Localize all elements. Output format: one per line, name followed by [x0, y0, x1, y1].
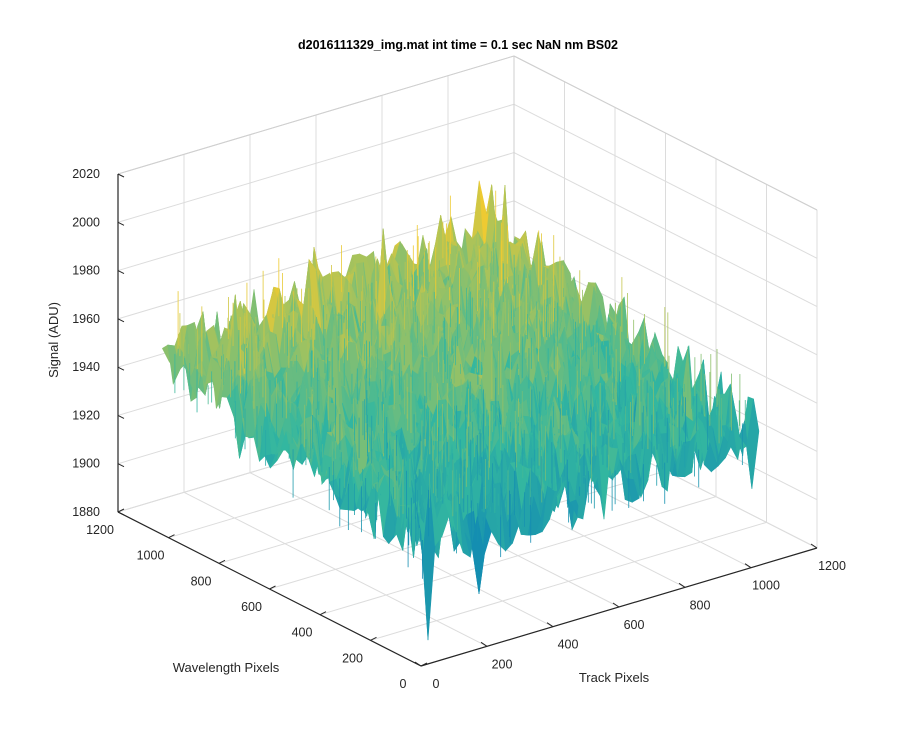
z-tick-label: 1900 — [72, 457, 100, 471]
z-tick — [117, 270, 125, 275]
z-tick — [117, 414, 125, 419]
y-tick — [168, 534, 175, 539]
box-edge — [117, 55, 515, 175]
tick-labels: 0 200 400 600 800 1000 1200 0 200 400 600 800 1000 12… — [72, 167, 846, 691]
x-axis-label: Track Pixels — [579, 670, 650, 685]
box-edge — [513, 55, 818, 211]
z-tick-label: 1960 — [72, 312, 100, 326]
y-tick — [420, 662, 428, 667]
grid-sidewall-z — [513, 103, 818, 259]
y-tick-label: 600 — [241, 600, 262, 614]
x-tick-label: 600 — [624, 618, 645, 632]
grid-backwall-z — [117, 152, 515, 272]
x-tick — [414, 661, 422, 667]
x-tick-label: 400 — [558, 638, 579, 652]
z-tick-label: 1940 — [72, 360, 100, 374]
z-tick — [117, 221, 125, 226]
axis-lines — [117, 173, 818, 667]
z-tick — [117, 173, 125, 178]
x-tick — [744, 563, 752, 569]
y-tick-label: 800 — [191, 574, 212, 588]
grid-sidewall-z — [513, 200, 818, 356]
y-tick-label: 400 — [292, 626, 313, 640]
z-tick — [117, 366, 125, 371]
y-tick — [319, 611, 327, 616]
x-tick — [480, 641, 488, 647]
x-tick-label: 200 — [492, 657, 513, 671]
x-tick-label: 1000 — [752, 579, 780, 593]
z-tick-label: 1920 — [72, 408, 100, 422]
grid-sidewall-z — [513, 152, 818, 308]
grid-floor-y — [370, 521, 767, 641]
grid-floor-y — [319, 496, 717, 616]
y-tick — [370, 636, 377, 641]
y-tick — [269, 585, 276, 590]
x-tick-label: 0 — [433, 677, 440, 691]
x-tick-label: 1200 — [818, 559, 846, 573]
z-axis-label: Signal (ADU) — [46, 302, 61, 378]
chart-title: d2016111329_img.mat int time = 0.1 sec N… — [298, 38, 618, 52]
y-axis-label: Wavelength Pixels — [173, 660, 280, 675]
x-tick — [612, 602, 620, 608]
z-tick — [117, 463, 125, 468]
x-tick-label: 800 — [690, 598, 711, 612]
z-tick — [117, 318, 125, 323]
x-tick — [546, 622, 554, 628]
surface-mesh — [162, 180, 760, 641]
z-tick-label: 1980 — [72, 264, 100, 278]
x-tick — [678, 582, 686, 588]
grid-backwall-z — [117, 103, 515, 223]
y-tick-label: 1000 — [137, 549, 165, 563]
z-tick-label: 2000 — [72, 215, 100, 229]
x-tick — [810, 543, 818, 549]
z-tick-label: 2020 — [72, 167, 100, 181]
y-tick-label: 1200 — [86, 523, 114, 537]
y-tick — [218, 559, 226, 564]
surface-cell — [746, 398, 760, 489]
y-tick — [117, 508, 125, 513]
z-tick — [117, 511, 125, 516]
y-tick-label: 0 — [400, 677, 407, 691]
y-tick-label: 200 — [342, 651, 363, 665]
z-tick-label: 1880 — [72, 505, 100, 519]
